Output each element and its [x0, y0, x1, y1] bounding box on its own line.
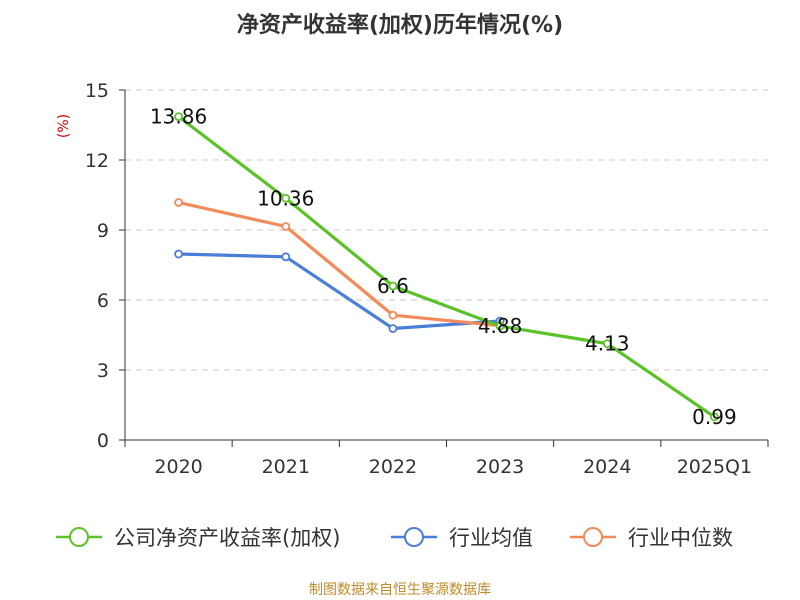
legend-label-1: 行业均值 — [449, 526, 533, 550]
data-point-0 — [602, 339, 612, 349]
data-label: 6.6 — [377, 274, 409, 298]
data-label: 4.88 — [478, 314, 523, 338]
data-point-0 — [710, 412, 719, 422]
data-point-0 — [281, 193, 291, 203]
legend-marker-0 — [69, 527, 89, 547]
series-line-2 — [176, 200, 502, 328]
legend-label-0: 公司净资产收益率(加权) — [114, 526, 340, 550]
y-tick-label: 6 — [97, 290, 109, 312]
data-label: 4.13 — [585, 332, 630, 356]
data-labels: 13.86 10.36 6.6 4.88 4.13 0.99 — [150, 105, 737, 429]
series-lines — [174, 112, 719, 422]
x-tick-label: 2024 — [583, 456, 631, 478]
y-tick-label: 12 — [85, 150, 109, 172]
x-tick-label: 2025Q1 — [677, 456, 752, 478]
source-note: 制图数据来自恒生聚源数据库 — [309, 582, 491, 598]
x-tick-label: 2021 — [262, 456, 310, 478]
data-label: 0.99 — [692, 405, 737, 429]
axes: 0 3 6 9 12 15 2020 2021 2022 2023 2024 2025Q1 — [85, 80, 769, 478]
data-point-1 — [388, 324, 398, 333]
y-tick-label: 15 — [85, 80, 109, 102]
data-label: 13.86 — [150, 105, 207, 129]
x-tick-label: 2023 — [476, 456, 524, 478]
data-point-0 — [388, 281, 398, 291]
y-tick-label: 9 — [97, 220, 109, 242]
y-tick-label: 3 — [97, 360, 109, 382]
data-point-2 — [388, 310, 398, 320]
y-axis-unit-label: (%) — [56, 114, 72, 138]
data-label: 10.36 — [257, 186, 314, 210]
series-line-0 — [176, 114, 717, 419]
legend-marker-1 — [404, 527, 424, 547]
data-point-1 — [174, 249, 183, 259]
series-line-1 — [176, 252, 502, 331]
data-point-2 — [174, 198, 183, 207]
y-tick-label: 0 — [97, 430, 109, 452]
data-point-0 — [174, 112, 183, 121]
legend: 公司净资产收益率(加权) 行业均值 行业中位数 — [56, 526, 733, 550]
legend-marker-2 — [583, 527, 603, 547]
data-point-1 — [281, 252, 291, 262]
legend-label-2: 行业中位数 — [628, 526, 733, 550]
data-point-2 — [281, 222, 291, 231]
chart-title: 净资产收益率(加权)历年情况(%) — [237, 12, 563, 38]
x-tick-label: 2020 — [154, 456, 202, 478]
data-point-0 — [495, 321, 505, 331]
x-tick-label: 2022 — [369, 456, 417, 478]
grid-lines — [125, 89, 768, 371]
